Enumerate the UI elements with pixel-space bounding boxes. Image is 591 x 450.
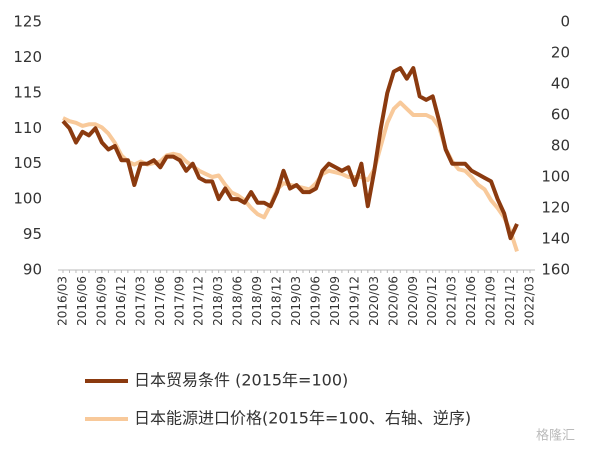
x-tick-label: 2021/12 <box>503 276 517 326</box>
x-tick-label: 2018/09 <box>250 276 264 326</box>
x-tick-label: 2020/06 <box>386 276 400 326</box>
x-tick-label: 2019/06 <box>308 276 322 326</box>
x-tick-label: 2017/03 <box>133 276 147 326</box>
x-tick-label: 2016/03 <box>56 276 70 326</box>
x-tick-label: 2019/09 <box>328 276 342 326</box>
legend-label: 日本贸易条件 (2015年=100) <box>134 371 348 390</box>
x-tick-label: 2016/09 <box>94 276 108 326</box>
x-tick-label: 2017/12 <box>192 276 206 326</box>
x-tick-label: 2020/12 <box>425 276 439 326</box>
x-tick-label: 2020/09 <box>406 276 420 326</box>
legend-label: 日本能源进口价格(2015年=100、右轴、逆序) <box>134 409 471 428</box>
x-tick-label: 2019/03 <box>289 276 303 326</box>
y-tick-label: 100 <box>13 190 42 208</box>
y-tick-label: 115 <box>13 83 42 101</box>
series-line <box>61 66 519 241</box>
x-tick-label: 2021/09 <box>484 276 498 326</box>
y-tick-label: 95 <box>23 225 42 243</box>
x-tick-label: 2021/03 <box>445 276 459 326</box>
watermark: 格隆汇 <box>536 428 575 444</box>
y-tick-label: 110 <box>13 119 42 137</box>
y2-tick-label: 120 <box>541 199 570 217</box>
y-tick-label: 125 <box>13 13 42 31</box>
x-tick-label: 2017/09 <box>172 276 186 326</box>
y2-tick-label: 40 <box>551 75 570 93</box>
y2-tick-label: 140 <box>541 230 570 248</box>
y2-tick-label: 80 <box>551 137 570 155</box>
x-tick-label: 2020/03 <box>367 276 381 326</box>
y2-tick-label: 0 <box>560 13 570 31</box>
y-tick-label: 105 <box>13 154 42 172</box>
x-tick-label: 2018/06 <box>231 276 245 326</box>
y2-tick-label: 100 <box>541 168 570 186</box>
x-tick-label: 2016/06 <box>75 276 89 326</box>
y-tick-label: 90 <box>23 261 42 279</box>
x-tick-label: 2016/12 <box>114 276 128 326</box>
x-tick-label: 2018/12 <box>270 276 284 326</box>
y2-tick-label: 60 <box>551 106 570 124</box>
x-tick-label: 2018/03 <box>211 276 225 326</box>
y2-tick-label: 160 <box>541 261 570 279</box>
x-tick-label: 2019/12 <box>347 276 361 326</box>
x-tick-label: 2017/06 <box>153 276 167 326</box>
x-tick-label: 2022/03 <box>523 276 537 326</box>
y-tick-label: 120 <box>13 48 42 66</box>
y2-tick-label: 20 <box>551 44 570 62</box>
x-tick-label: 2021/06 <box>464 276 478 326</box>
